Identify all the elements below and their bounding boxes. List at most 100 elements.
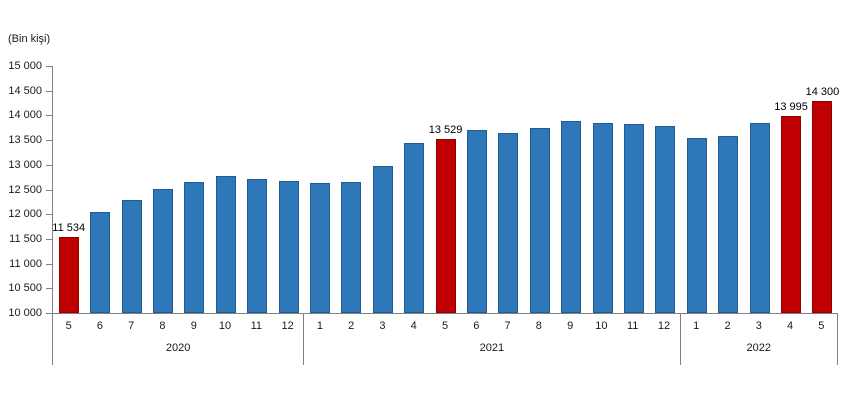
bar-value-label: 14 300 — [805, 85, 840, 98]
bar-slot — [116, 66, 147, 313]
year-label: 2020 — [165, 342, 191, 354]
bar — [341, 181, 362, 313]
y-tick-mark — [46, 189, 52, 191]
month-row: 1 2 3 4 5 — [681, 314, 837, 338]
bar — [90, 211, 111, 313]
y-tick-mark — [46, 214, 52, 216]
bar — [466, 129, 487, 313]
month-row: 5 6 7 8 9 10 11 12 — [53, 314, 303, 338]
y-tick: 12 500 — [0, 183, 52, 197]
year-section: 1 2 3 4 5 2022 — [681, 314, 838, 365]
month-label: 2 — [348, 320, 355, 332]
bar-slot — [241, 66, 272, 313]
bar-slot — [147, 66, 178, 313]
bar-slot — [336, 66, 367, 313]
bar-slot — [210, 66, 241, 313]
bar-slot — [367, 66, 398, 313]
bar-highlight — [781, 115, 802, 313]
month-label: 6 — [473, 320, 480, 332]
plot-area: 11 534 13 529 13 995 14 300 — [52, 66, 840, 313]
bar-slot — [398, 66, 429, 313]
y-tick-mark — [46, 238, 52, 240]
bar — [372, 165, 393, 313]
bar-highlight — [812, 100, 833, 313]
month-label: 12 — [657, 320, 671, 332]
month-label: 1 — [316, 320, 323, 332]
y-tick: 11 500 — [0, 232, 52, 246]
month-label: 7 — [504, 320, 511, 332]
month-label: 10 — [595, 320, 608, 332]
y-tick-mark — [46, 90, 52, 92]
month-label: 12 — [281, 320, 294, 332]
month-label: 6 — [96, 320, 103, 332]
bar — [624, 123, 645, 313]
bar — [215, 176, 236, 313]
year-label: 2022 — [746, 342, 772, 354]
bar — [309, 182, 330, 313]
year-label: 2021 — [479, 342, 505, 354]
month-label: 5 — [65, 320, 72, 332]
month-label: 3 — [379, 320, 386, 332]
month-row: 1 2 3 4 5 6 7 8 9 10 11 12 — [304, 314, 679, 338]
x-axis-line — [52, 313, 838, 314]
y-tick-mark — [46, 115, 52, 117]
bar-slot — [556, 66, 587, 313]
bar — [718, 135, 739, 313]
y-tick-mark — [46, 140, 52, 142]
month-label: 8 — [159, 320, 166, 332]
bar — [247, 179, 268, 313]
y-tick-label: 15 000 — [8, 60, 42, 72]
bar-slot — [618, 66, 649, 313]
bar-highlight — [58, 237, 79, 313]
y-tick-mark — [46, 313, 52, 314]
month-label: 11 — [250, 320, 263, 332]
month-label: 4 — [787, 320, 794, 332]
bar-value-label: 13 995 — [774, 100, 808, 113]
y-tick-label: 11 500 — [9, 232, 42, 245]
bar — [404, 143, 425, 313]
y-tick-mark — [46, 66, 52, 67]
bar-slot: 11 534 — [52, 66, 86, 313]
x-axis-labels: 5 6 7 8 9 10 11 12 2020 1 2 3 4 5 6 7 8 9 10 11 12 2021 1 2 3 4 5 2… — [52, 314, 838, 365]
y-tick-label: 12 500 — [8, 183, 42, 196]
bar-slot — [304, 66, 335, 313]
bar-slot — [744, 66, 775, 313]
month-label: 8 — [535, 320, 542, 332]
y-tick: 10 500 — [0, 281, 52, 295]
y-tick: 12 000 — [0, 207, 52, 221]
y-tick-label: 10 500 — [8, 282, 42, 295]
year-section: 1 2 3 4 5 6 7 8 9 10 11 12 2021 — [304, 314, 681, 365]
y-tick-label: 14 000 — [8, 109, 42, 122]
bar — [184, 181, 205, 313]
bar-slot — [713, 66, 744, 313]
y-tick: 13 000 — [0, 158, 52, 172]
bar-highlight — [435, 138, 456, 313]
bar-value-label: 13 529 — [428, 123, 463, 136]
bar-slot: 13 995 — [774, 66, 808, 313]
bar-slot — [524, 66, 555, 313]
bar-slot: 14 300 — [805, 66, 840, 313]
y-tick: 14 500 — [0, 84, 52, 98]
y-tick-mark — [46, 288, 52, 290]
bar-slot — [681, 66, 712, 313]
month-label: 5 — [818, 320, 825, 332]
bar — [686, 137, 707, 313]
month-label: 3 — [755, 320, 762, 332]
y-axis-line — [52, 66, 53, 313]
month-label: 10 — [218, 320, 232, 332]
bar-slot: 13 529 — [428, 66, 463, 313]
bar — [592, 123, 613, 313]
bar-value-label: 11 534 — [52, 222, 86, 235]
y-tick-mark — [46, 263, 52, 265]
month-label: 1 — [693, 320, 700, 332]
month-label: 5 — [441, 320, 449, 332]
year-section: 5 6 7 8 9 10 11 12 2020 — [53, 314, 305, 365]
y-tick-label: 14 500 — [8, 84, 42, 97]
y-tick-label: 13 000 — [8, 158, 42, 171]
month-label: 7 — [128, 320, 135, 332]
y-tick: 13 500 — [0, 133, 52, 147]
bar — [655, 126, 676, 313]
y-tick: 14 000 — [0, 108, 52, 122]
bar-slot — [461, 66, 492, 313]
